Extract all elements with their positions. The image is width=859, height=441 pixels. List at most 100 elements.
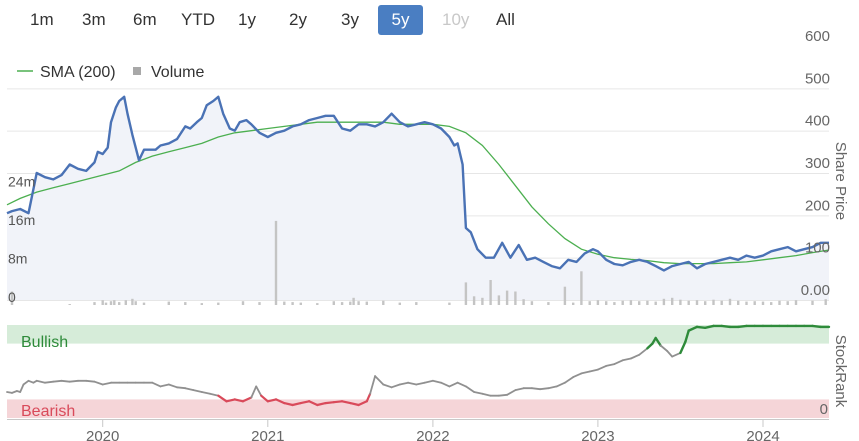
price-tick-label: 0.00 — [801, 282, 830, 299]
volume-bar — [382, 300, 385, 305]
stockrank-line-segment — [19, 383, 25, 393]
volume-bar — [621, 300, 624, 305]
volume-bar — [217, 302, 220, 305]
volume-bar — [167, 301, 170, 305]
price-tick-label: 200 — [805, 197, 830, 214]
volume-bars — [10, 220, 827, 306]
stockrank-line-segment — [407, 381, 418, 386]
volume-bar — [761, 301, 765, 305]
stockrank-line-segment — [531, 387, 541, 391]
stockrank-line-segment — [423, 379, 434, 384]
volume-bar — [563, 286, 567, 305]
volume-bar — [704, 301, 707, 305]
volume-bar — [687, 300, 690, 305]
volume-bar — [448, 302, 451, 305]
volume-bar — [737, 300, 740, 305]
stockrank-line-segment — [274, 398, 286, 405]
volume-bar — [580, 271, 583, 305]
stockrank-line-segment — [588, 368, 599, 373]
volume-bar — [505, 290, 509, 305]
stockrank-line-segment — [184, 387, 195, 392]
volume-bar — [489, 280, 492, 305]
stockrank-line-segment — [695, 325, 707, 329]
legend: SMA (200) Volume — [17, 64, 204, 81]
price-area-fill — [7, 96, 829, 300]
stockrank-line-segment — [35, 379, 46, 384]
stockrank-line-segment — [151, 381, 162, 388]
range-button-10y: 10y — [442, 10, 470, 29]
x-tick-label: 2021 — [251, 428, 284, 441]
stockrank-line-segment — [506, 389, 517, 396]
x-axis: 2020 2021 2022 2023 2024 — [7, 419, 829, 441]
stockrank-line-segment — [687, 325, 699, 332]
stockrank-line-segment — [299, 400, 311, 405]
stockrank-line-segment — [241, 396, 253, 403]
stockrank-line-segment — [22, 379, 30, 386]
range-button-3m[interactable]: 3m — [82, 10, 106, 29]
stockrank-line-group — [6, 324, 831, 407]
price-axis: 600 500 400 300 200 100 0.00 — [801, 28, 830, 299]
stockrank-line-segment — [448, 381, 459, 388]
stockrank-line-segment — [200, 391, 211, 395]
stockrank-line-segment — [217, 394, 228, 403]
x-tick-label: 2024 — [746, 428, 779, 441]
price-line-group — [6, 95, 829, 272]
volume-bar — [200, 303, 203, 305]
volume-bar — [349, 301, 352, 305]
volume-bar — [184, 302, 187, 305]
volume-bar — [695, 300, 699, 305]
stockrank-axis-title: StockRank — [832, 335, 849, 408]
volume-bar — [794, 300, 798, 305]
stockrank-line-segment — [398, 381, 410, 386]
range-button-2y[interactable]: 2y — [289, 10, 307, 29]
price-area — [7, 96, 829, 300]
stockrank-line-segment — [456, 381, 467, 388]
volume-bar — [316, 303, 319, 305]
range-button-5y[interactable]: 5y — [378, 5, 423, 35]
price-line — [6, 95, 829, 272]
stockrank-line-segment — [704, 324, 715, 329]
volume-bar — [274, 220, 278, 305]
stockrank-line-segment — [659, 344, 669, 352]
volume-bar — [547, 302, 550, 305]
stockrank-line-segment — [341, 400, 352, 405]
stockrank-line-segment — [167, 383, 178, 389]
volume-bar — [357, 301, 360, 305]
legend-volume-label: Volume — [151, 64, 204, 81]
volume-bar — [352, 297, 355, 305]
volume-bar — [497, 295, 501, 305]
stockrank-line-segment — [431, 379, 443, 384]
stockrank-line-segment — [308, 400, 319, 407]
volume-bar — [530, 301, 534, 305]
volume-bar — [654, 301, 657, 305]
range-button-1m[interactable]: 1m — [30, 10, 54, 29]
volume-bar — [142, 302, 146, 305]
range-button-1y[interactable]: 1y — [238, 10, 256, 29]
stockrank-line-segment — [481, 392, 492, 397]
bullish-band — [7, 325, 829, 344]
range-button-all[interactable]: All — [496, 10, 515, 29]
volume-bar — [679, 299, 682, 305]
stockrank-line-segment — [684, 329, 690, 343]
range-button-6m[interactable]: 6m — [133, 10, 157, 29]
volume-bar — [93, 302, 96, 305]
volume-bar — [340, 302, 344, 305]
price-tick-label: 400 — [805, 113, 830, 130]
volume-bar — [481, 297, 484, 305]
stockrank-line-segment — [564, 376, 575, 384]
volume-bar — [588, 301, 591, 305]
range-button-3y[interactable]: 3y — [341, 10, 359, 29]
price-tick-label: 600 — [805, 28, 830, 45]
volume-bar — [671, 297, 674, 305]
volume-bar — [464, 282, 468, 305]
stockrank-line-segment — [209, 392, 220, 397]
stockrank-line-segment — [255, 385, 263, 397]
range-button-ytd[interactable]: YTD — [181, 10, 215, 29]
stockrank-line-segment — [572, 372, 583, 379]
stockrank-line-segment — [547, 385, 558, 390]
stockrank-line-segment — [605, 363, 616, 367]
volume-legend-square-icon — [133, 67, 141, 75]
stockrank-line-segment — [233, 398, 245, 403]
volume-tick-label: 0 — [8, 289, 16, 305]
volume-bar — [811, 300, 814, 305]
